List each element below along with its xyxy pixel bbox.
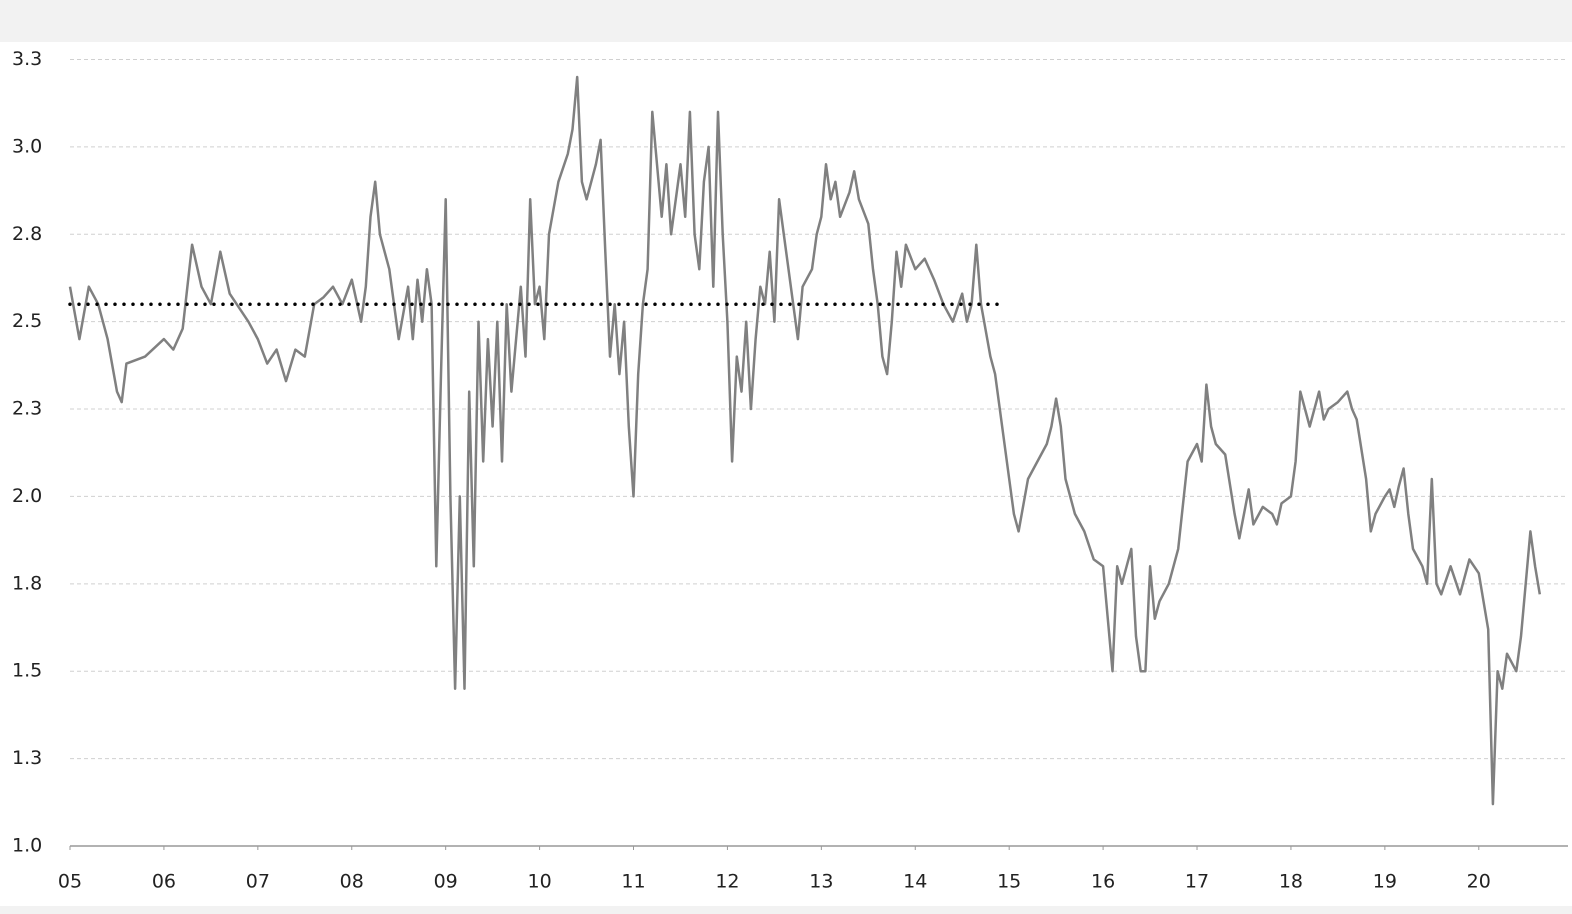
x-tick-label: 06 [152,871,176,893]
x-tick-label: 13 [809,871,833,893]
y-tick-label: 1.5 [12,660,42,682]
x-tick-label: 09 [434,871,458,893]
y-tick-label: 3.3 [12,48,42,70]
y-tick-label: 2.8 [12,223,42,245]
y-tick-label: 1.0 [12,835,42,857]
x-tick-label: 16 [1091,871,1115,893]
y-tick-label: 1.3 [12,747,42,769]
y-tick-label: 2.0 [12,485,42,507]
x-tick-label: 15 [997,871,1021,893]
x-tick-label: 07 [246,871,270,893]
x-tick-label: 20 [1467,871,1491,893]
x-tick-label: 12 [715,871,739,893]
x-tick-label: 10 [527,871,551,893]
x-tick-label: 08 [340,871,364,893]
y-tick-label: 1.8 [12,572,42,594]
data-line [68,75,1542,806]
y-tick-label: 2.5 [12,310,42,332]
x-tick-label: 19 [1373,871,1397,893]
x-tick-label: 17 [1185,871,1209,893]
plot-background [0,42,1572,906]
y-tick-label: 2.3 [12,398,42,420]
x-tick-label: 18 [1279,871,1303,893]
y-tick-label: 3.0 [12,135,42,157]
x-tick-label: 11 [621,871,645,893]
x-tick-label: 14 [903,871,927,893]
x-tick-label: 05 [58,871,82,893]
